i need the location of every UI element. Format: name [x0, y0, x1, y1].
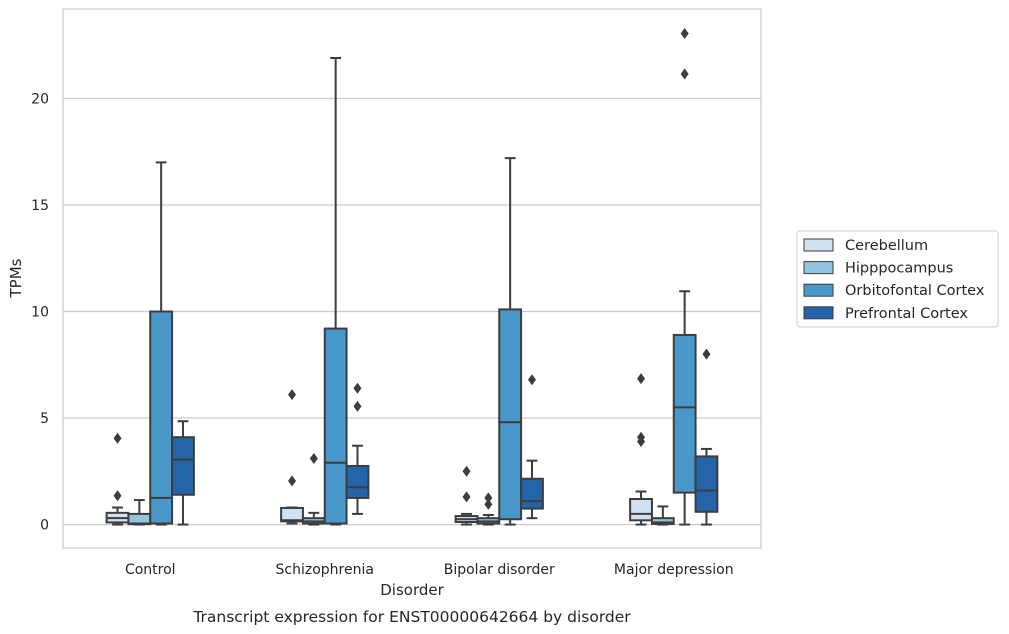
legend-frame	[796, 230, 999, 328]
box-group	[629, 373, 653, 526]
box	[520, 477, 544, 510]
outlier-point	[680, 28, 689, 39]
box-group	[280, 389, 304, 525]
y-axis-label: TPMs	[7, 258, 25, 298]
box-group	[476, 492, 501, 526]
box-group	[454, 465, 479, 526]
box-groups	[105, 28, 719, 526]
outlier-point	[637, 373, 646, 385]
box-group	[498, 157, 523, 526]
outlier-point	[113, 432, 122, 444]
y-tick-labels: 0 5 10 15 20	[31, 91, 49, 533]
outlier-point	[113, 490, 122, 502]
box-group	[171, 420, 195, 526]
box	[323, 327, 348, 525]
outlier-point	[680, 68, 689, 80]
legend: Cerebellum Hipppocampus Orbitofontal Corte…	[796, 230, 999, 328]
box-group	[520, 374, 544, 520]
outlier-point	[484, 492, 493, 504]
outlier-point	[484, 498, 493, 510]
outlier-point	[462, 491, 471, 503]
box-group	[672, 28, 697, 526]
box-group	[323, 57, 348, 526]
outlier-point	[288, 475, 297, 487]
box	[629, 498, 653, 522]
outlier-point	[288, 389, 297, 401]
outlier-point	[637, 431, 646, 443]
legend-label: Prefrontal Cortex	[845, 306, 968, 322]
legend-swatch	[803, 261, 834, 275]
plot-frame	[62, 8, 762, 549]
box	[149, 310, 174, 525]
x-axis-label: Disorder	[380, 581, 444, 599]
legend-swatch	[803, 283, 834, 297]
outlier-point	[527, 374, 536, 386]
y-tick-label: 10	[31, 305, 49, 321]
box	[345, 464, 370, 499]
y-tick-label: 5	[40, 411, 49, 427]
outlier-point	[462, 465, 471, 477]
box-group	[694, 348, 719, 526]
outlier-point	[353, 400, 362, 412]
outlier-point	[309, 453, 318, 465]
box	[672, 333, 697, 494]
x-tick-label: Control	[125, 562, 176, 578]
x-tick-label: Schizophrenia	[276, 562, 374, 578]
x-tick-label: Major depression	[614, 562, 734, 578]
box	[498, 308, 523, 521]
legend-swatch	[803, 238, 834, 252]
legend-label: Cerebellum	[845, 238, 928, 254]
y-tick-label: 0	[40, 518, 49, 534]
legend-swatch	[803, 306, 834, 320]
x-tick-label: Bipolar disorder	[444, 562, 555, 578]
legend-label: Hipppocampus	[845, 261, 953, 277]
box	[694, 455, 719, 513]
box	[280, 506, 304, 523]
box	[171, 436, 195, 496]
box-group	[345, 382, 370, 515]
box-group	[650, 505, 675, 526]
legend-label: Orbitofontal Cortex	[845, 283, 985, 299]
chart-caption: Transcript expression for ENST0000064266…	[192, 608, 631, 626]
outlier-point	[702, 348, 711, 360]
y-tick-label: 20	[31, 91, 49, 107]
y-tick-label: 15	[31, 198, 49, 214]
box-group	[149, 161, 174, 526]
outlier-point	[353, 382, 362, 394]
box	[650, 517, 675, 525]
x-tick-labels: Control Schizophrenia Bipolar disorder Majo…	[125, 562, 734, 578]
